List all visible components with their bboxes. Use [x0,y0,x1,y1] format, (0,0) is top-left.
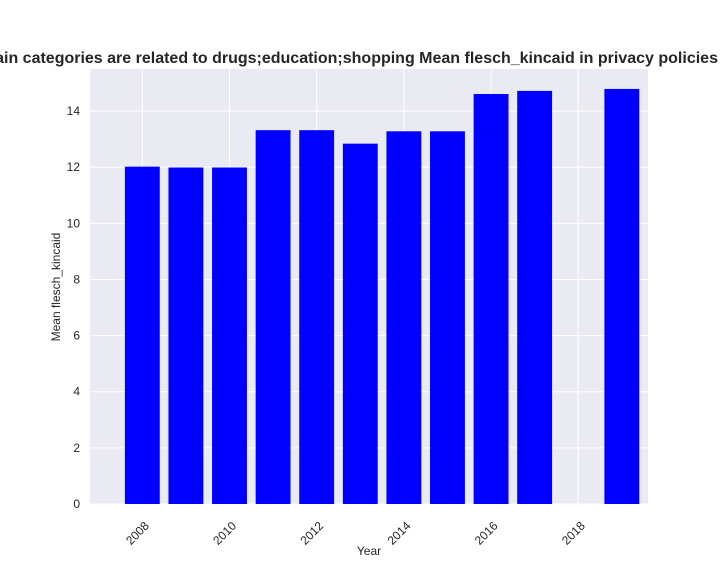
y-tick-label: 14 [67,104,81,118]
y-tick-label: 0 [73,497,80,511]
bar-2011 [255,130,291,504]
bar-2013 [342,143,378,504]
y-tick-label: 12 [67,160,81,174]
y-tick-label: 4 [73,385,80,399]
y-tick-label: 8 [73,272,80,286]
x-tick-label: 2010 [210,519,239,548]
bar-2012 [299,130,335,504]
bar-2015 [430,131,465,504]
bar-2016 [473,93,509,504]
bar-2014 [386,131,422,504]
x-tick-label: 2012 [297,519,326,548]
bar-2019 [604,88,640,504]
bars [124,88,640,504]
bar-2010 [212,167,247,504]
bar-2009 [168,167,204,504]
x-tick-label: 2018 [559,519,588,548]
y-tick-label: 10 [67,216,81,230]
bar-2017 [517,90,553,504]
x-tick-label: 2014 [385,519,414,548]
x-tick-label: 2016 [472,519,501,548]
x-axis-label: Year [357,544,381,558]
x-tick-labels: 2008 2010 2012 2014 2016 2018 [123,519,588,548]
bar-2008 [124,166,160,504]
y-tick-label: 6 [73,329,80,343]
y-tick-labels: 0 2 4 6 8 10 12 14 [67,104,81,511]
x-tick-label: 2008 [123,519,152,548]
y-axis-label: Mean flesch_kincaid [49,233,63,342]
chart-title: Domain categories are related to drugs;e… [0,50,720,67]
y-tick-label: 2 [73,441,80,455]
